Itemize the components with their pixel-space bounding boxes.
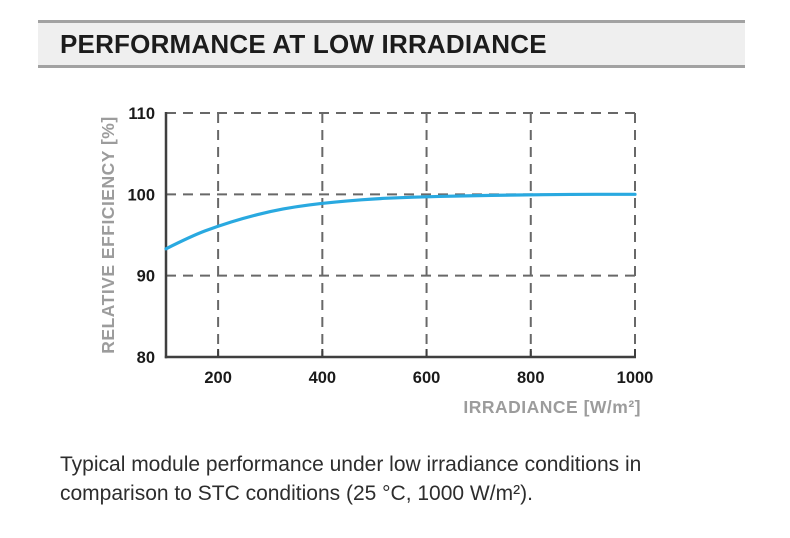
tick-label-layer: 200 400 600 800 1000 80 90 100 110: [127, 105, 653, 387]
caption-line-1: Typical module performance under low irr…: [60, 453, 642, 476]
y-axis-title: RELATIVE EFFICIENCY [%]: [98, 116, 118, 353]
x-tick-label: 800: [517, 369, 545, 387]
axis-layer: [164, 112, 636, 359]
x-axis-title: IRRADIANCE [W/m²]: [463, 397, 641, 417]
x-tick-label: 400: [309, 369, 337, 387]
grid-layer: [166, 112, 636, 356]
caption-line-2: comparison to STC conditions (25 °C, 100…: [60, 482, 533, 505]
efficiency-curve: [164, 192, 637, 251]
page-title: PERFORMANCE AT LOW IRRADIANCE: [60, 28, 547, 59]
y-tick-label: 90: [137, 268, 155, 286]
y-tick-label: 80: [137, 349, 155, 367]
y-tick-label: 110: [128, 105, 155, 123]
y-tick-label: 100: [127, 186, 155, 204]
x-tick-label: 600: [413, 369, 441, 387]
caption: Typical module performance under low irr…: [60, 450, 750, 508]
header-bar: PERFORMANCE AT LOW IRRADIANCE: [38, 20, 745, 68]
x-tick-label: 200: [204, 369, 232, 387]
x-tick-label: 1000: [617, 369, 654, 387]
